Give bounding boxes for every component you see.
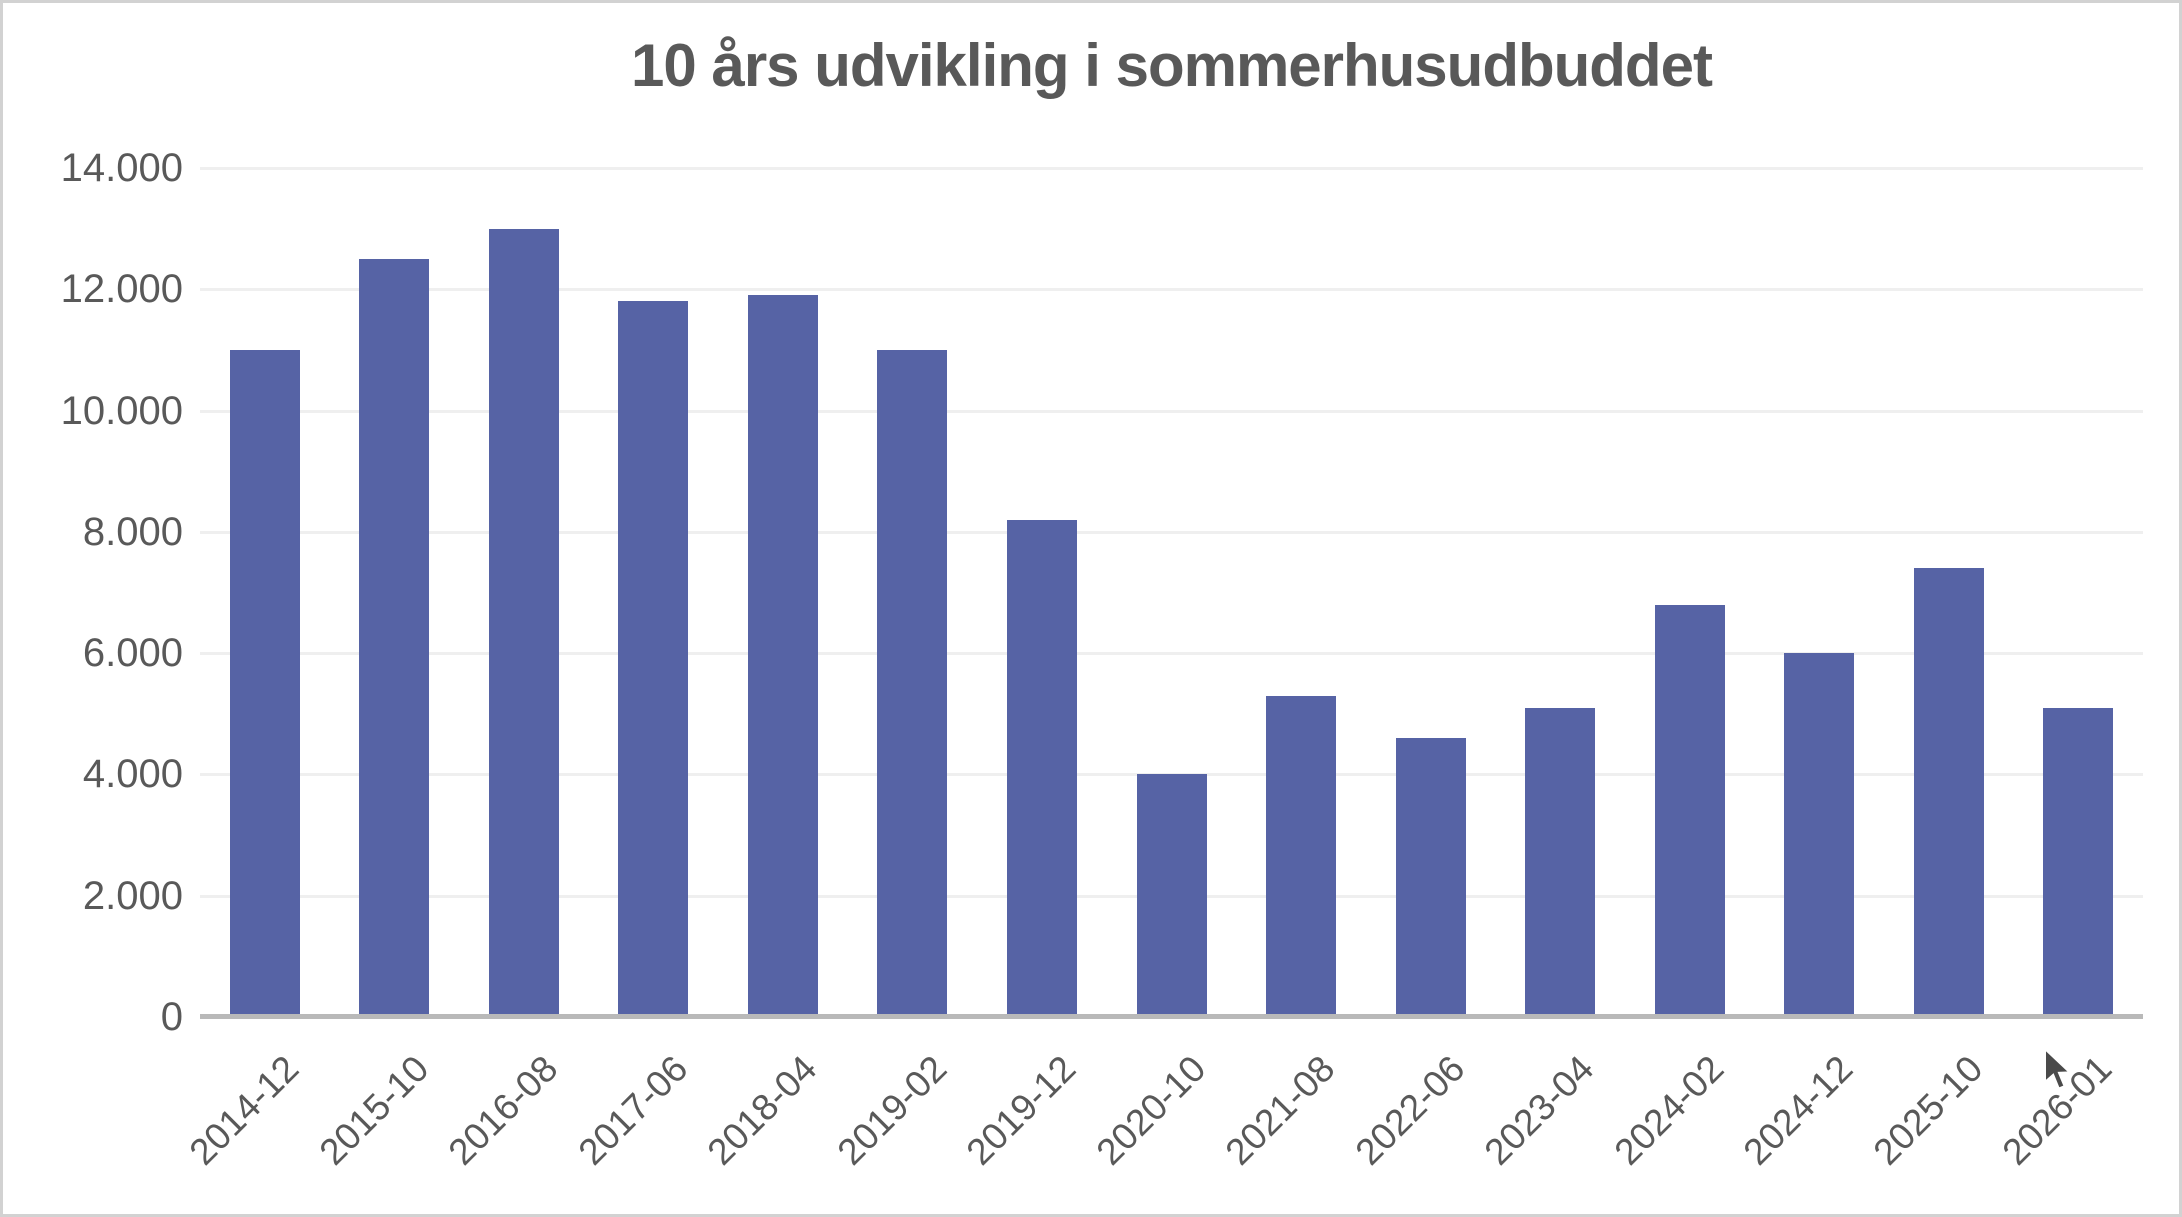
y-axis-tick-label: 12.000 xyxy=(60,267,183,312)
bar-2024-12 xyxy=(1784,653,1855,1017)
bar-2024-02 xyxy=(1654,604,1725,1017)
bar-2016-08 xyxy=(488,228,559,1017)
mouse-cursor xyxy=(2041,1046,2081,1098)
gridline xyxy=(200,652,2143,656)
y-axis-tick-label: 8.000 xyxy=(82,509,183,554)
gridline xyxy=(200,530,2143,534)
y-axis-tick-label: 0 xyxy=(160,995,183,1039)
y-axis-tick-label: 10.000 xyxy=(60,388,183,433)
y-axis-tick-label: 14.000 xyxy=(60,146,183,190)
bar-2019-02 xyxy=(877,349,948,1017)
x-axis-line xyxy=(200,1014,2143,1019)
bar-2014-12 xyxy=(229,349,300,1017)
bar-2018-04 xyxy=(747,295,818,1017)
bar-2023-04 xyxy=(1525,707,1596,1017)
y-axis-tick-label: 4.000 xyxy=(82,752,183,797)
bar-2017-06 xyxy=(618,301,689,1017)
bar-2026-01 xyxy=(2043,707,2114,1017)
x-axis-labels: 2014-12 2015-10 2016-08 2017-06 2018-04 2019-… xyxy=(181,1047,2120,1173)
bar-2020-10 xyxy=(1136,774,1207,1017)
bar-2025-10 xyxy=(1913,568,1984,1017)
bar-2022-06 xyxy=(1395,738,1466,1017)
y-axis-labels: 0 2.000 4.000 6.000 8.000 10.000 12.000 14.000 xyxy=(3,3,2179,1214)
plot-area xyxy=(200,167,2143,1019)
bar-2015-10 xyxy=(359,258,430,1017)
gridline xyxy=(200,409,2143,413)
gridline xyxy=(200,167,2143,170)
gridline xyxy=(200,288,2143,292)
bar-2019-12 xyxy=(1006,519,1077,1017)
chart-title: 10 års udvikling i sommerhusudbuddet xyxy=(631,32,1713,99)
bar-2021-08 xyxy=(1266,695,1337,1017)
y-axis-tick-label: 6.000 xyxy=(82,631,183,676)
y-axis-tick-label: 2.000 xyxy=(82,873,183,918)
